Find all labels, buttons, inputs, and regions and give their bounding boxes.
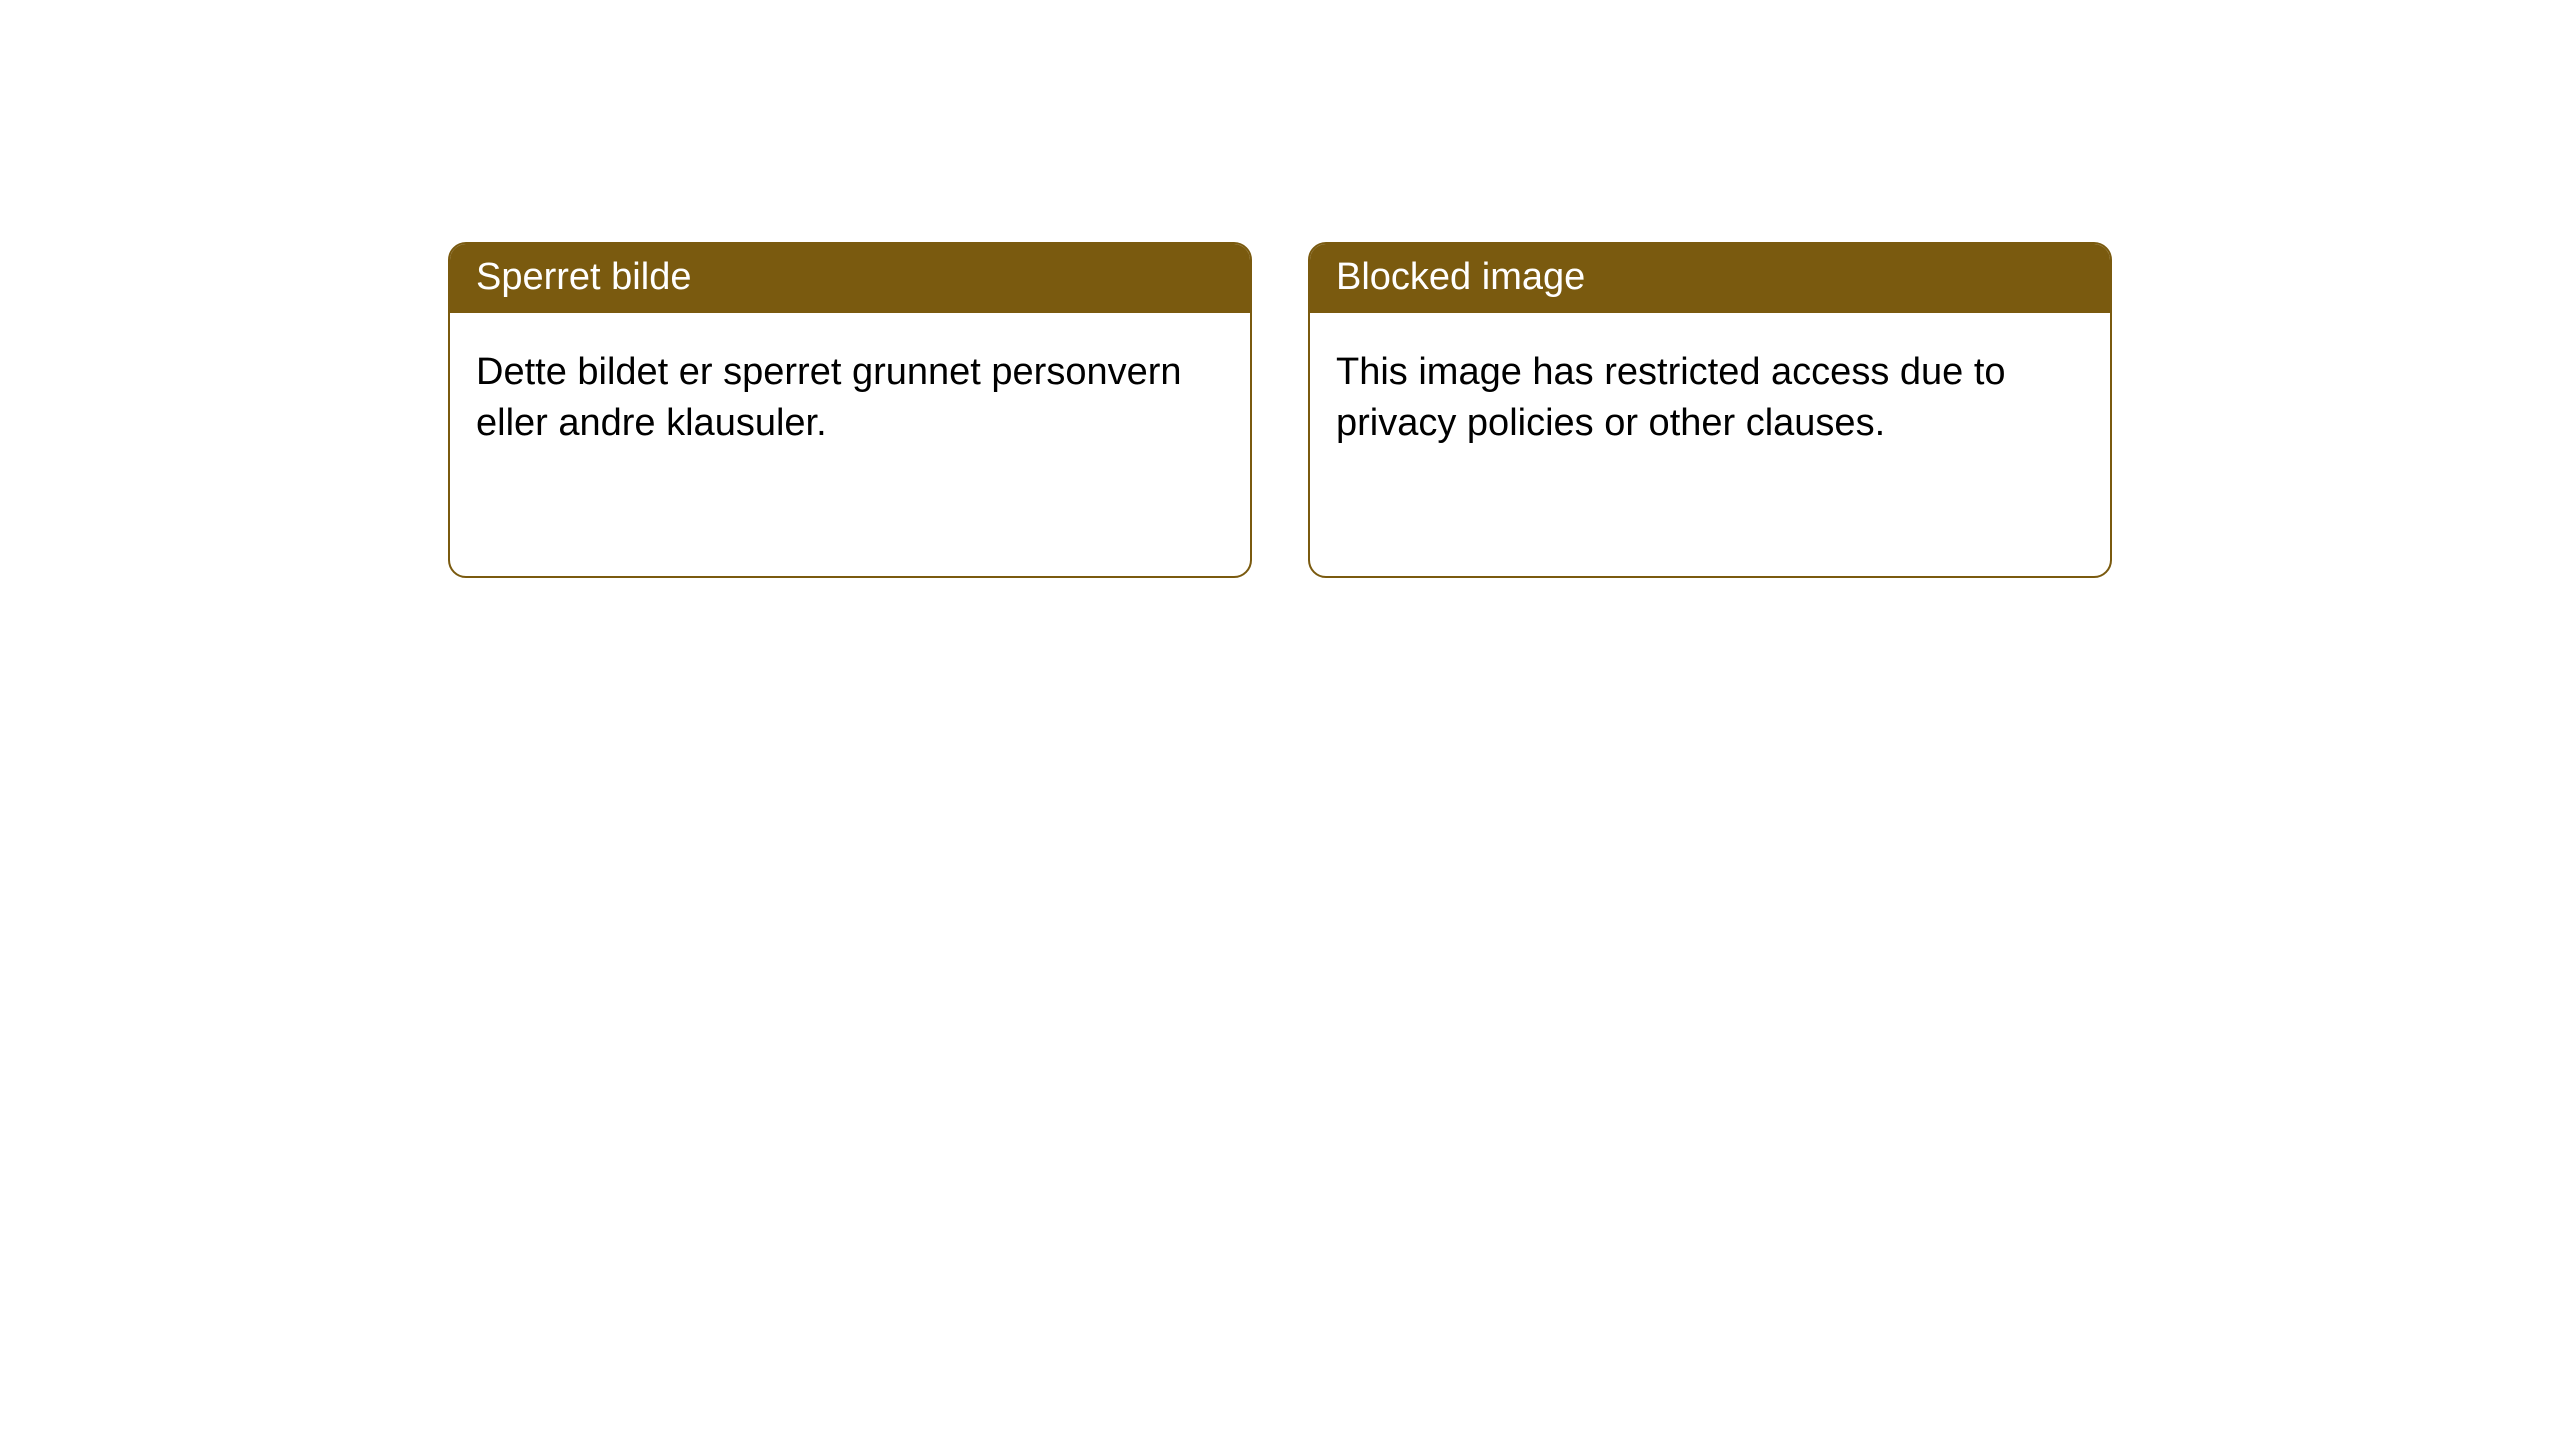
card-title: Sperret bilde (476, 256, 691, 298)
card-header: Blocked image (1310, 244, 2110, 313)
card-body-text: Dette bildet er sperret grunnet personve… (476, 351, 1182, 444)
card-body: Dette bildet er sperret grunnet personve… (450, 313, 1250, 484)
notice-card-norwegian: Sperret bilde Dette bildet er sperret gr… (448, 242, 1252, 578)
card-body-text: This image has restricted access due to … (1336, 351, 2006, 444)
card-header: Sperret bilde (450, 244, 1250, 313)
card-title: Blocked image (1336, 256, 1585, 298)
notice-card-english: Blocked image This image has restricted … (1308, 242, 2112, 578)
notice-container: Sperret bilde Dette bildet er sperret gr… (0, 0, 2560, 578)
card-body: This image has restricted access due to … (1310, 313, 2110, 484)
